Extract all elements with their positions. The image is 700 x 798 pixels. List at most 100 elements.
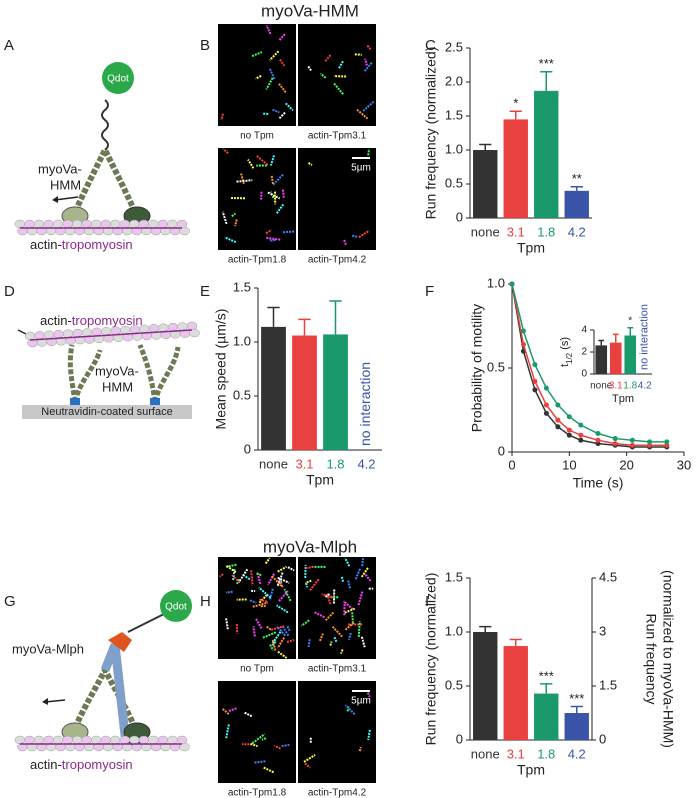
qdot — [102, 62, 134, 94]
anchor — [150, 398, 160, 405]
x-axis-label: Tpm — [517, 762, 545, 778]
y-tick-label: 0.5 — [445, 677, 463, 692]
track — [269, 50, 280, 61]
track — [343, 600, 354, 611]
error-bar — [570, 705, 583, 713]
track — [352, 234, 358, 238]
y-axis-label-part: t — [559, 364, 571, 367]
track — [275, 203, 285, 215]
track — [278, 111, 286, 120]
binding-domain — [108, 632, 132, 652]
track — [221, 211, 228, 225]
x-tick-label: none — [471, 746, 500, 761]
significance: * — [513, 96, 518, 111]
track — [269, 644, 275, 651]
arrow-head — [52, 196, 58, 203]
actin-bead — [81, 219, 92, 229]
micrograph — [218, 148, 296, 250]
micrograph — [298, 24, 376, 126]
track — [271, 639, 277, 651]
error-bar — [598, 339, 605, 346]
track — [225, 724, 230, 739]
scale-label: 5µm — [351, 163, 371, 174]
actin-bead — [148, 735, 159, 745]
qdot — [160, 590, 192, 622]
track — [367, 148, 371, 156]
bar — [503, 119, 528, 218]
track-label-part: actin- — [30, 757, 62, 772]
actin-bead — [43, 735, 54, 745]
track — [362, 100, 375, 112]
image-caption: actin-Tpm4.2 — [308, 788, 367, 798]
y-tick-label: 1.5 — [445, 569, 463, 584]
data-point — [543, 402, 549, 408]
track — [225, 590, 233, 594]
track-label-part: actin- — [30, 237, 62, 252]
actin-bead — [177, 322, 188, 331]
y2-axis-label: Run frequency — [643, 613, 659, 704]
track — [333, 636, 338, 643]
track — [304, 579, 312, 585]
y-axis-label-part: (s) — [559, 337, 571, 353]
track — [226, 565, 237, 574]
track — [357, 591, 364, 606]
error-bar — [612, 333, 619, 343]
actin-bead — [176, 735, 188, 745]
track — [236, 179, 253, 183]
track — [240, 173, 245, 185]
track — [270, 174, 274, 184]
actin-bead — [100, 735, 112, 745]
error-bar — [479, 625, 492, 632]
actin-bead — [14, 219, 26, 229]
significance: *** — [539, 668, 554, 683]
fit-line — [511, 283, 667, 448]
actin-bead — [90, 219, 102, 229]
actin-bead — [62, 735, 73, 745]
y-tick-label: 2.0 — [445, 73, 463, 88]
data-point — [555, 424, 561, 430]
track — [276, 572, 284, 588]
x-tick-label: 3.1 — [507, 224, 525, 239]
track — [340, 576, 345, 583]
anchor — [70, 398, 80, 405]
track — [307, 65, 312, 72]
y-axis-label: Mean speed (µm/s) — [213, 309, 229, 430]
track — [356, 108, 369, 120]
track — [361, 558, 364, 567]
x-tick-label: 0 — [508, 457, 515, 472]
track — [304, 565, 314, 570]
error-bar — [627, 327, 634, 336]
data-point — [629, 442, 635, 448]
track — [277, 576, 290, 584]
track — [278, 590, 289, 602]
y-tick-label: 1.0 — [445, 623, 463, 638]
bar — [473, 150, 498, 218]
actin-bead — [43, 219, 54, 229]
actin-bead — [158, 323, 169, 333]
track — [265, 24, 272, 35]
track — [343, 239, 348, 246]
motor-label: myoVa- — [38, 161, 82, 176]
scale-label: 5µm — [351, 696, 371, 707]
track — [307, 162, 313, 166]
track — [324, 611, 335, 622]
data-point — [595, 431, 601, 437]
significance: *** — [539, 56, 554, 71]
x-axis-label: Tpm — [306, 472, 334, 488]
y-tick-label: 1.0 — [233, 333, 251, 348]
track — [276, 637, 285, 649]
y-axis-label: Run frequency (normalized) — [423, 573, 439, 746]
track — [234, 219, 238, 227]
track — [254, 760, 267, 764]
y-tick-label: 1.5 — [233, 279, 251, 294]
track — [307, 639, 311, 648]
actin-bead — [167, 735, 178, 745]
panel-label: I — [425, 593, 429, 610]
panel-label: B — [200, 37, 210, 54]
track — [285, 102, 294, 112]
actin-bead — [53, 329, 64, 339]
micrograph — [298, 681, 376, 783]
track — [281, 743, 290, 748]
actin-bead — [62, 329, 74, 338]
actin-bead — [52, 735, 64, 745]
